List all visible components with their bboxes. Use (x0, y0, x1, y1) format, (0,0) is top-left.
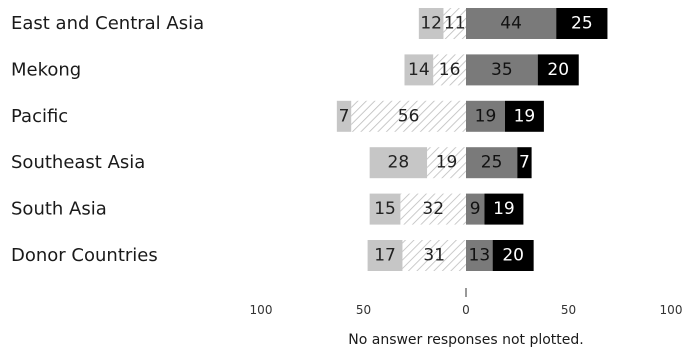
category-label: Donor Countries (11, 245, 158, 266)
bar-segment (369, 147, 428, 179)
data-label: 20 (502, 246, 524, 266)
bar-segment (466, 147, 518, 179)
data-label: 11 (444, 14, 466, 34)
bar-segment (400, 193, 466, 225)
bar-segment (336, 100, 352, 132)
x-tick-label: 100 (250, 303, 273, 317)
data-label: 35 (491, 60, 513, 80)
data-label: 32 (422, 199, 444, 219)
data-label: 7 (339, 106, 350, 126)
x-tick-label: 0 (462, 303, 470, 317)
bar-segment (427, 147, 466, 179)
bar-segment (367, 240, 403, 271)
category-label: East and Central Asia (11, 13, 204, 34)
data-label: 28 (388, 153, 410, 173)
data-label: 13 (469, 246, 491, 266)
bar-segment (466, 193, 485, 225)
bar-segment (466, 8, 557, 39)
bar-segment (484, 193, 524, 225)
data-label: 12 (420, 14, 442, 34)
bar-segment (466, 100, 505, 132)
data-label: 19 (493, 199, 515, 219)
bar-segment (351, 100, 466, 132)
x-tick-label: 100 (660, 303, 683, 317)
data-label: 31 (423, 246, 445, 266)
data-label: 25 (481, 153, 503, 173)
data-label: 19 (436, 153, 458, 173)
data-label: 19 (475, 106, 497, 126)
bar-segment (443, 8, 466, 39)
bar-segment (492, 240, 534, 271)
data-label: 7 (519, 153, 530, 173)
data-label: 9 (470, 199, 481, 219)
bar-segment (433, 54, 466, 86)
data-label: 17 (374, 246, 396, 266)
category-label: Southeast Asia (11, 152, 145, 173)
data-label: 16 (439, 60, 461, 80)
category-label: South Asia (11, 199, 107, 220)
bar-segment (517, 147, 532, 179)
x-tick-label: 50 (561, 303, 576, 317)
bar-segment (369, 193, 401, 225)
bar-segment (556, 8, 608, 39)
data-label: 14 (408, 60, 430, 80)
data-label: 56 (398, 106, 420, 126)
chart-note: No answer responses not plotted. (348, 332, 583, 348)
x-tick-label: 50 (356, 303, 371, 317)
bar-segment (402, 240, 466, 271)
bar-segment (404, 54, 434, 86)
category-label: Pacific (11, 106, 68, 127)
data-label: 25 (571, 14, 593, 34)
category-label: Mekong (11, 59, 81, 80)
bar-segment (466, 240, 493, 271)
bar-segment (537, 54, 579, 86)
bar-segment (466, 54, 538, 86)
category-labels: East and Central Asia Mekong Pacific Southe… (11, 13, 204, 266)
bar-segment (418, 8, 444, 39)
bar-segment (504, 100, 544, 132)
data-label: 44 (500, 14, 522, 34)
data-label: 15 (374, 199, 396, 219)
data-label: 20 (547, 60, 569, 80)
data-label: 19 (514, 106, 536, 126)
x-axis: 100 50 0 50 100 (250, 288, 683, 317)
